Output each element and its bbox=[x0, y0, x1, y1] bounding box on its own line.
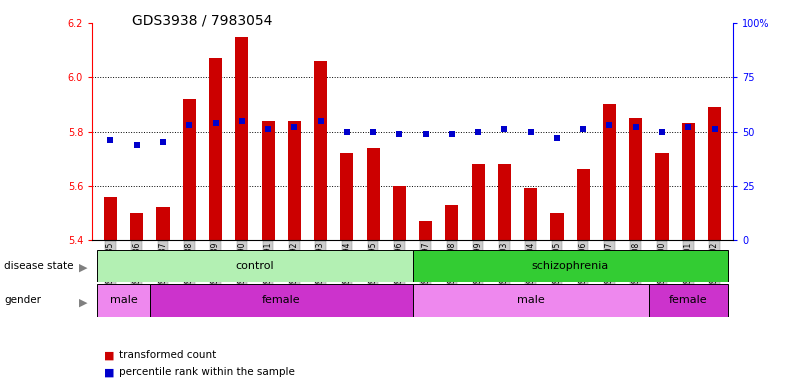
Text: control: control bbox=[235, 261, 274, 271]
Point bbox=[288, 124, 300, 130]
Point bbox=[262, 126, 275, 132]
Bar bbox=[209, 58, 222, 240]
Text: schizophrenia: schizophrenia bbox=[532, 261, 609, 271]
Text: female: female bbox=[262, 295, 300, 306]
Bar bbox=[98, 284, 150, 317]
Point bbox=[708, 126, 721, 132]
Text: disease state: disease state bbox=[4, 261, 74, 271]
Point bbox=[183, 122, 195, 128]
Bar bbox=[340, 153, 353, 240]
Text: ▶: ▶ bbox=[78, 297, 87, 307]
Bar bbox=[156, 207, 170, 240]
Point bbox=[498, 126, 511, 132]
Bar bbox=[104, 197, 117, 240]
Bar bbox=[445, 205, 458, 240]
Text: gender: gender bbox=[4, 295, 41, 305]
Bar bbox=[708, 107, 721, 240]
Bar bbox=[550, 213, 564, 240]
Point bbox=[445, 131, 458, 137]
Point bbox=[104, 137, 117, 143]
Point bbox=[209, 120, 222, 126]
Point bbox=[314, 118, 327, 124]
Text: transformed count: transformed count bbox=[119, 350, 215, 360]
Bar bbox=[150, 284, 413, 317]
Point bbox=[419, 131, 432, 137]
Bar bbox=[367, 148, 380, 240]
Bar bbox=[629, 118, 642, 240]
Text: female: female bbox=[669, 295, 707, 306]
Text: male: male bbox=[110, 295, 138, 306]
Point bbox=[393, 131, 406, 137]
Point bbox=[525, 128, 537, 135]
Point bbox=[367, 128, 380, 135]
Bar bbox=[603, 104, 616, 240]
Bar bbox=[261, 121, 275, 240]
Text: GDS3938 / 7983054: GDS3938 / 7983054 bbox=[132, 13, 272, 27]
Bar bbox=[413, 284, 649, 317]
Point bbox=[550, 135, 563, 141]
Text: male: male bbox=[517, 295, 545, 306]
Point bbox=[603, 122, 616, 128]
Text: ■: ■ bbox=[104, 367, 115, 377]
Bar bbox=[649, 284, 727, 317]
Bar bbox=[314, 61, 327, 240]
Bar bbox=[183, 99, 196, 240]
Bar bbox=[235, 36, 248, 240]
Text: ▶: ▶ bbox=[78, 263, 87, 273]
Bar bbox=[131, 213, 143, 240]
Bar bbox=[392, 186, 406, 240]
Bar bbox=[524, 189, 537, 240]
Point bbox=[682, 124, 694, 130]
Point bbox=[157, 139, 170, 146]
Bar bbox=[472, 164, 485, 240]
Point bbox=[630, 124, 642, 130]
Point bbox=[655, 128, 668, 135]
Bar bbox=[498, 164, 511, 240]
Bar bbox=[682, 123, 694, 240]
Point bbox=[340, 128, 353, 135]
Point bbox=[131, 141, 143, 147]
Point bbox=[235, 118, 248, 124]
Point bbox=[472, 128, 485, 135]
Bar bbox=[413, 250, 727, 282]
Bar bbox=[288, 121, 301, 240]
Point bbox=[577, 126, 590, 132]
Bar bbox=[577, 169, 590, 240]
Text: ■: ■ bbox=[104, 350, 115, 360]
Bar bbox=[419, 221, 433, 240]
Text: percentile rank within the sample: percentile rank within the sample bbox=[119, 367, 295, 377]
Bar bbox=[655, 153, 669, 240]
Bar bbox=[98, 250, 413, 282]
